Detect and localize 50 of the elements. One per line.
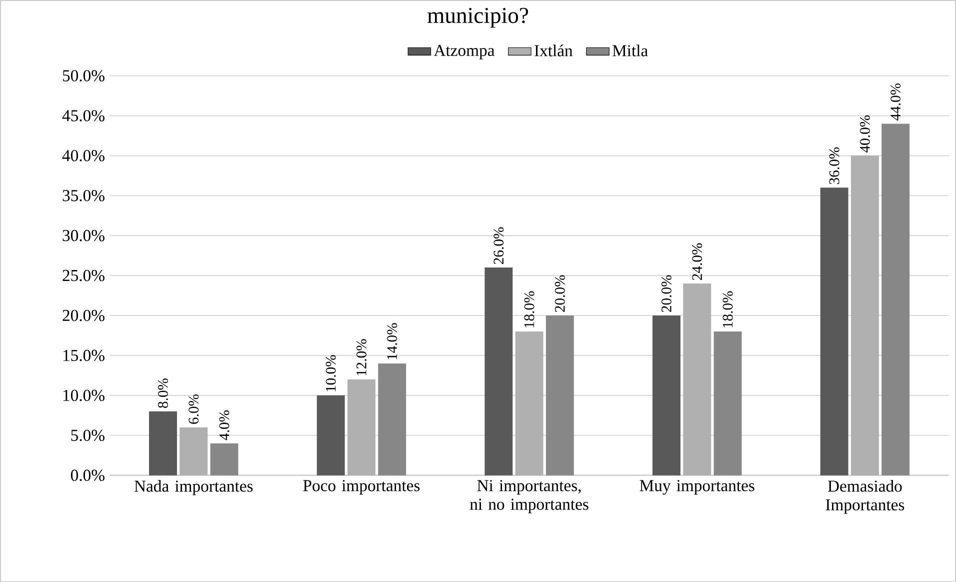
y-tick-label: 10.0%: [63, 390, 104, 401]
y-tick-label: 20.0%: [62, 310, 104, 321]
y-tick-label: 40.0%: [62, 150, 104, 162]
data-label: 18.0%: [722, 291, 733, 328]
data-label: 24.0%: [692, 243, 702, 280]
data-label: 12.0%: [356, 338, 366, 376]
data-label: 26.0%: [494, 227, 504, 264]
data-label: 18.0%: [524, 291, 534, 328]
y-tick-label: 25.0%: [62, 270, 104, 282]
y-tick-label: 15.0%: [63, 350, 104, 361]
data-label: 36.0%: [829, 147, 840, 184]
bar: [683, 283, 712, 476]
y-tick-label: 0.0%: [70, 469, 104, 481]
bar: [484, 267, 513, 476]
bar: [820, 187, 848, 476]
bar: [378, 363, 406, 476]
bar: [316, 395, 345, 476]
bar: [850, 155, 879, 476]
bar: [210, 443, 238, 476]
data-label: 44.0%: [890, 83, 901, 120]
bar: [714, 331, 742, 476]
x-tick-label: Ni importantes, ni no importantes: [470, 480, 588, 514]
x-tick-label: Poco importantes: [303, 480, 420, 494]
data-label: 14.0%: [387, 323, 398, 360]
data-label: 8.0%: [158, 378, 168, 408]
bar: [347, 379, 376, 476]
data-label: 6.0%: [188, 394, 199, 424]
y-tick-label: 5.0%: [71, 430, 104, 441]
x-tick-label: Demasiado Importantes: [826, 480, 904, 514]
bar: [180, 427, 208, 476]
data-label: 20.0%: [662, 275, 672, 312]
bar: [149, 411, 177, 476]
x-tick-label: Muy importantes: [640, 480, 754, 494]
bar: [882, 124, 910, 476]
legend-label: Mitla: [612, 44, 648, 56]
chart-title: municipio?: [428, 8, 528, 28]
bar: [652, 315, 680, 476]
data-label: 10.0%: [326, 354, 336, 392]
y-tick-label: 35.0%: [62, 190, 104, 202]
y-tick-label: 30.0%: [62, 230, 104, 242]
data-label: 4.0%: [219, 410, 230, 440]
y-tick-label: 45.0%: [62, 110, 104, 122]
x-tick-label: Nada importantes: [134, 480, 253, 495]
legend-label: Atzompa: [434, 44, 495, 60]
bar: [546, 315, 574, 476]
bar: [515, 331, 544, 476]
y-tick-label: 50.0%: [62, 70, 104, 82]
data-label: 20.0%: [554, 275, 565, 312]
legend-label: Ixtlán: [534, 44, 573, 56]
data-label: 40.0%: [860, 115, 870, 152]
